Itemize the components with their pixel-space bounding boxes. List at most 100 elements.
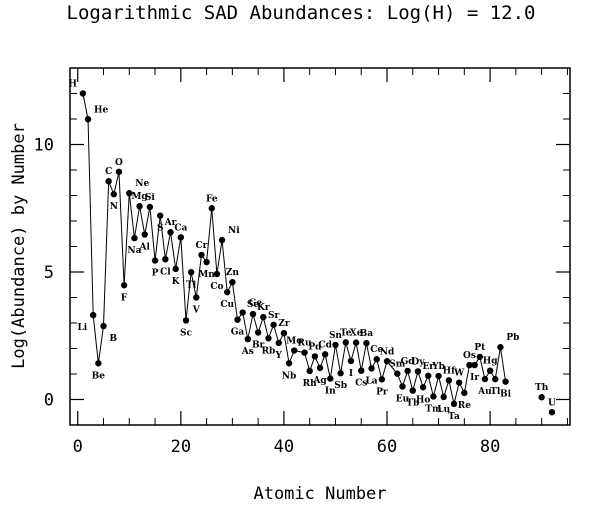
data-point-th [538, 394, 545, 401]
element-label-fe: Fe [206, 194, 218, 204]
y-axis-ticks: 0 5 10 [34, 67, 570, 426]
x-tick-label: 20 [171, 437, 191, 457]
series-segment [149, 206, 156, 261]
element-label-mo: Mo [286, 337, 302, 347]
element-label-ce: Ce [370, 345, 383, 355]
element-label-li: Li [77, 323, 87, 333]
series-segment [164, 232, 172, 260]
element-label-h: H [68, 80, 77, 90]
data-point-si [146, 203, 154, 211]
series-segment [159, 215, 166, 260]
element-label-ca: Ca [174, 223, 187, 233]
element-label-nb: Nb [282, 371, 297, 381]
element-label-dy: Dy [411, 357, 425, 367]
series-segment [365, 343, 373, 369]
element-label-n: N [110, 202, 118, 212]
data-point-la [368, 365, 375, 372]
element-label-la: La [365, 376, 377, 386]
series-segment [128, 193, 135, 239]
data-point-xe [352, 339, 360, 346]
element-label-ta: Ta [448, 412, 460, 422]
data-point-ge [239, 309, 246, 316]
element-label-cr: Cr [195, 241, 207, 251]
element-label-br: Br [252, 340, 265, 350]
element-label-gd: Gd [401, 357, 416, 367]
data-point-br [254, 329, 262, 336]
x-tick-label: 0 [73, 437, 83, 457]
series-segment [195, 254, 202, 298]
element-label-ho: Ho [416, 395, 431, 405]
data-point-tb [409, 387, 416, 394]
data-point-u [548, 409, 556, 416]
x-tick-label: 60 [377, 437, 397, 457]
data-point-sn [332, 341, 339, 349]
series-segment [211, 208, 218, 275]
data-point-v [193, 294, 200, 301]
data-point-pt [476, 353, 483, 361]
data-point-nd [383, 358, 391, 365]
data-point-ti [187, 269, 195, 276]
series-segment [154, 215, 161, 261]
data-point-fe [208, 205, 215, 212]
series-segment [118, 171, 125, 286]
element-label-in: In [325, 387, 336, 397]
data-point-sb [337, 370, 344, 377]
data-point-k [172, 265, 179, 273]
data-point-ta [450, 400, 458, 408]
element-label-os: Os [463, 351, 476, 361]
data-point-cl [162, 256, 169, 263]
element-label-ba: Ba [360, 329, 374, 339]
data-point-er [425, 372, 432, 379]
series-segment [283, 333, 290, 364]
element-label-sc: Sc [180, 328, 192, 338]
element-labels: H He Li Be B C N O F Ne Na Mg Al Si P S Cl Ar K Ca Sc Ti V Cr Mn… [68, 80, 556, 422]
series-segment [221, 240, 228, 293]
data-point-ga [234, 316, 241, 323]
data-point-y [275, 339, 282, 347]
x-tick-label: 80 [480, 437, 500, 457]
element-label-ge: Ge [249, 299, 263, 309]
data-point-ca [177, 234, 185, 241]
series-segment [97, 325, 105, 364]
element-label-tm: Tm [425, 404, 442, 414]
element-label-cs: Cs [355, 379, 367, 389]
element-label-o: O [115, 158, 123, 168]
series-segment [262, 317, 269, 339]
element-label-ne: Ne [135, 179, 149, 189]
data-point-ne [126, 190, 133, 197]
data-point-mn [203, 258, 210, 266]
data-point-bi [502, 378, 509, 385]
data-point-se [249, 310, 257, 318]
element-label-zr: Zr [278, 319, 290, 329]
series-segment [494, 347, 501, 380]
data-point-ir [471, 361, 478, 369]
y-tick-label: 0 [44, 391, 54, 411]
data-point-ar [167, 229, 174, 236]
data-point-cd [321, 351, 329, 358]
series-segment [144, 206, 151, 235]
data-point-cs [358, 367, 365, 374]
element-label-p: P [152, 269, 159, 279]
element-label-tb: Tb [406, 399, 419, 409]
series-segment [170, 232, 177, 270]
element-label-re: Re [458, 401, 471, 411]
series-segment [247, 313, 254, 340]
data-point-o [115, 168, 123, 175]
series-segment [448, 380, 455, 404]
element-label-hg: Hg [483, 357, 499, 367]
element-label-ir: Ir [470, 373, 479, 383]
element-label-nd: Nd [380, 347, 395, 357]
element-label-xe: Xe [350, 329, 363, 339]
y-tick-label: 10 [34, 136, 54, 156]
element-label-na: Na [127, 246, 141, 256]
element-label-s: S [157, 224, 164, 234]
data-point-s [157, 212, 164, 219]
element-label-yb: Yb [431, 362, 445, 372]
series-segment [185, 272, 192, 321]
element-label-pr: Pr [376, 387, 388, 397]
element-label-v: V [192, 306, 201, 316]
data-point-sc [182, 317, 190, 324]
data-point-al [141, 231, 148, 238]
series-segment [355, 342, 362, 371]
element-label-pb: Pb [506, 333, 519, 343]
